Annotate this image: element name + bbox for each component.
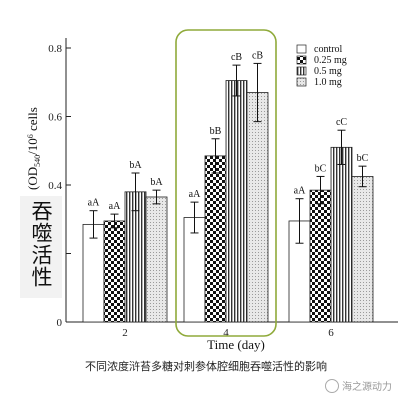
significance-label: cB [231,52,242,63]
bar [124,191,147,323]
bar [103,220,126,323]
y-axis-title-sub: (OD540/106 cells [25,107,42,190]
watermark: 海之源动力 [325,378,392,393]
significance-label: bC [315,163,327,174]
legend-swatch [296,66,307,76]
legend-swatch [296,44,307,54]
legend-swatch [296,77,307,87]
bar [82,223,105,323]
figure-caption: 不同浓度浒苔多糖对刺参体腔细胞吞噬活性的影响 [85,360,327,373]
x-tick-label: 6 [328,327,334,339]
significance-label: bB [210,126,222,137]
legend-label: 1.0 mg [314,77,342,88]
y-tick-label: 0.6 [48,112,62,124]
legend-label: 0.5 mg [314,66,342,77]
significance-label: bA [129,160,142,171]
watermark-logo-icon [325,378,339,393]
bar [309,189,332,323]
significance-label: aA [294,186,306,197]
significance-label: bA [150,177,163,188]
highlight-box [175,29,277,337]
significance-label: cC [336,117,347,128]
bars: aA aA bA bA aA bB cB cB aA bC cC bC [82,50,374,323]
y-tick-label: 0 [57,317,63,329]
bar [145,196,168,323]
significance-label: aA [88,198,100,209]
x-tick-label: 2 [122,327,128,339]
significance-label: aA [109,201,121,212]
bar [204,155,227,323]
y-axis-title-chinese: 吞噬活性 [20,196,62,298]
legend-label: control [314,44,343,55]
significance-label: bC [357,153,369,164]
x-axis-title: Time (day) [207,337,265,352]
significance-label: cB [252,50,263,61]
highlight-rect [175,29,277,337]
bar [351,176,374,323]
significance-label: aA [189,189,201,200]
legend-label: 0.25 mg [314,55,347,66]
bar [225,80,248,323]
x-tick-label: 4 [223,327,229,339]
bar [246,92,269,323]
legend-swatch [296,55,307,65]
y-tick-label: 0.4 [48,180,62,192]
y-tick-label: 0.8 [48,43,62,55]
bar [330,146,353,323]
